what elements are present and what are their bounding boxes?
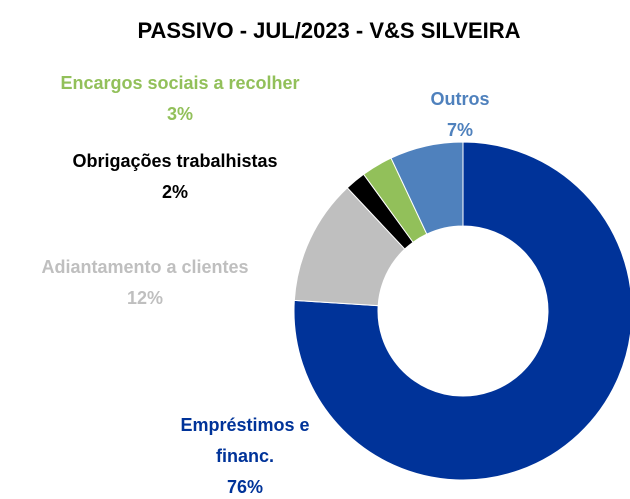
slice-label: Adiantamento a clientes 12% <box>0 252 290 314</box>
value-label: 7% <box>446 120 473 140</box>
category-label: Obrigações trabalhistas <box>72 151 278 171</box>
value-label: 2% <box>161 182 188 202</box>
value-label: 3% <box>166 104 193 124</box>
donut-slice <box>293 141 630 481</box>
category-label: Outros <box>430 89 490 109</box>
value-label: 76% <box>226 477 264 497</box>
category-label: Adiantamento a clientes <box>41 257 249 277</box>
value-label: 12% <box>126 288 164 308</box>
slice-label: Outros 7% <box>400 84 520 146</box>
chart-title: PASSIVO - JUL/2023 - V&S SILVEIRA <box>137 18 521 43</box>
category-label: Encargos sociais a recolher <box>60 73 300 93</box>
slice-label: Encargos sociais a recolher 3% <box>20 68 340 130</box>
slice-label: Empréstimos e financ. 76% <box>150 410 340 499</box>
category-label: Empréstimos e financ. <box>180 415 310 466</box>
donut-slice <box>390 141 464 235</box>
slice-label: Obrigações trabalhistas 2% <box>30 146 320 208</box>
